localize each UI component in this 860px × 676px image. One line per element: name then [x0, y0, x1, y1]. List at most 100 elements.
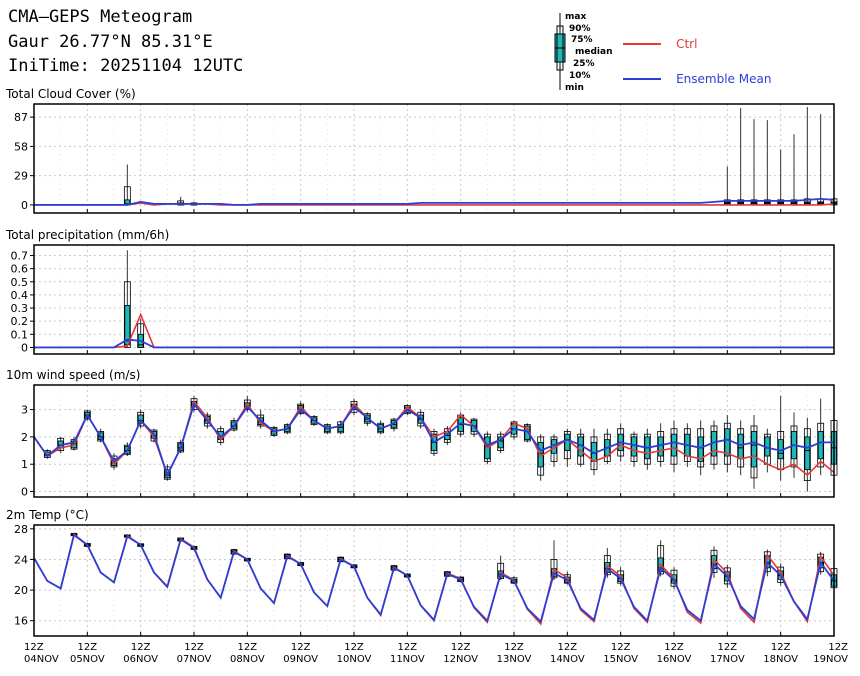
panel-frame — [33, 103, 835, 214]
panel-frame — [33, 384, 835, 498]
box-p25-p75 — [751, 431, 757, 468]
y-tick-label: 87 — [14, 111, 28, 124]
x-tick-label-date: 04NOV — [24, 654, 59, 665]
x-tick-label-hour: 12Z — [24, 642, 44, 653]
box-p10-p90 — [603, 555, 611, 576]
box-p10-p90 — [563, 431, 571, 460]
x-tick-label-date: 19NOV — [813, 654, 848, 665]
box-p10-p90 — [657, 545, 665, 575]
box-p25-p75 — [657, 436, 664, 457]
x-tick-label-hour: 12Z — [78, 642, 98, 653]
y-tick-label: 0 — [21, 341, 28, 354]
x-axis: 12Z04NOV12Z05NOV12Z06NOV12Z07NOV12Z08NOV… — [24, 642, 848, 665]
x-tick-label-hour: 12Z — [344, 642, 364, 653]
legend-mean: Ensemble Mean — [623, 68, 771, 87]
box-p10-p90 — [817, 422, 825, 468]
x-tick-label-hour: 12Z — [558, 642, 578, 653]
box-p10-p90 — [177, 441, 185, 453]
box-p25-p75 — [497, 436, 504, 449]
box-p10-p90 — [763, 551, 771, 573]
box-p10-p90 — [97, 431, 105, 442]
mean-series-line — [34, 197, 835, 206]
box-p10-p90 — [243, 399, 251, 410]
x-tick-label-date: 17NOV — [710, 654, 745, 665]
legend-p90-label: 90% — [569, 24, 591, 34]
legend-min-label: min — [565, 83, 584, 93]
x-tick-label-hour: 12Z — [451, 642, 471, 653]
legend-ctrl: Ctrl — [623, 33, 697, 52]
legend-p75-label: 75% — [571, 35, 593, 45]
x-tick-label-date: 14NOV — [550, 654, 585, 665]
y-tick-label: 0.1 — [11, 328, 29, 341]
x-tick-label-date: 11NOV — [390, 654, 425, 665]
mean-series-line — [34, 338, 834, 349]
y-tick-label: 29 — [14, 170, 28, 183]
y-tick-label: 16 — [14, 615, 28, 628]
x-tick-label-hour: 12Z — [771, 642, 791, 653]
legend-p25-label: 25% — [573, 59, 595, 69]
box-p10-p90 — [550, 559, 558, 579]
legend-max-label: max — [565, 12, 587, 22]
legend-mean-swatch — [623, 77, 661, 80]
panel-1: Total precipitation (mm/6h) 00.10.20.30.4… — [5, 228, 835, 355]
x-tick-label-hour: 12Z — [291, 642, 311, 653]
box-p10-p90 — [163, 466, 171, 480]
panel-title: 10m wind speed (m/s) — [6, 368, 140, 382]
box-p10-p90 — [577, 433, 585, 465]
box-p10-p90 — [123, 281, 131, 348]
y-tick-label: 0.4 — [11, 289, 29, 302]
x-tick-label-date: 05NOV — [70, 654, 105, 665]
box-p10-p90 — [777, 566, 785, 583]
x-tick-label-date: 16NOV — [657, 654, 692, 665]
legend-mean-label: Ensemble Mean — [676, 72, 772, 86]
mean-series-line — [33, 402, 834, 478]
legend-median-label: median — [575, 47, 613, 57]
box-p10-p90 — [750, 425, 758, 479]
box-p10-p90 — [723, 422, 731, 465]
box-p10-p90 — [523, 424, 531, 442]
x-tick-label-date: 10NOV — [337, 654, 372, 665]
y-tick-label: 58 — [14, 140, 28, 153]
y-tick-label: 20 — [14, 584, 28, 597]
x-tick-label-date: 18NOV — [763, 654, 798, 665]
box-p10-p90 — [537, 436, 545, 476]
box-p25-p75 — [737, 433, 744, 460]
x-tick-label-hour: 12Z — [184, 642, 204, 653]
box-p10-p90 — [497, 562, 505, 579]
legend-box-icon — [554, 13, 566, 90]
x-tick-label-hour: 12Z — [718, 642, 738, 653]
box-p10-p90 — [803, 428, 811, 482]
box-p10-p90 — [630, 433, 638, 462]
x-tick-label-date: 13NOV — [497, 654, 532, 665]
box-p10-p90 — [230, 420, 238, 431]
box-p25-p75 — [697, 436, 704, 462]
mean-series-line — [33, 533, 835, 624]
y-tick-label: 24 — [14, 553, 28, 566]
x-tick-label-date: 07NOV — [177, 654, 212, 665]
x-tick-label-date: 15NOV — [603, 654, 638, 665]
box-p25-p75 — [137, 414, 144, 424]
panel-3: 2m Temp (°C) 16 20 24 28 — [6, 508, 838, 637]
box-p10-p90 — [70, 439, 78, 450]
panel-2: 10m wind speed (m/s) 0 1 2 3 — [6, 368, 838, 499]
y-tick-label: 2 — [21, 431, 28, 444]
x-tick-label-hour: 12Z — [828, 642, 848, 653]
box-p10-p90 — [670, 428, 678, 465]
y-tick-label: 0.3 — [11, 302, 29, 315]
y-tick-label: 0.2 — [11, 315, 29, 328]
x-tick-label-date: 09NOV — [283, 654, 318, 665]
x-tick-label-date: 12NOV — [443, 654, 478, 665]
legend-ctrl-swatch — [623, 42, 661, 45]
y-tick-label: 0.6 — [11, 263, 29, 276]
x-tick-label-hour: 12Z — [131, 642, 151, 653]
y-tick-label: 3 — [21, 404, 28, 417]
header-init-time: IniTime: 20251104 12UTC — [8, 56, 244, 76]
y-tick-label: 28 — [14, 523, 28, 536]
y-tick-label: 0 — [21, 199, 28, 212]
box-p10-p90 — [257, 414, 265, 427]
y-tick-label: 0.7 — [11, 250, 29, 263]
box-p10-p90 — [363, 413, 371, 424]
panel-frame — [33, 524, 835, 637]
panel-frame — [33, 244, 835, 355]
